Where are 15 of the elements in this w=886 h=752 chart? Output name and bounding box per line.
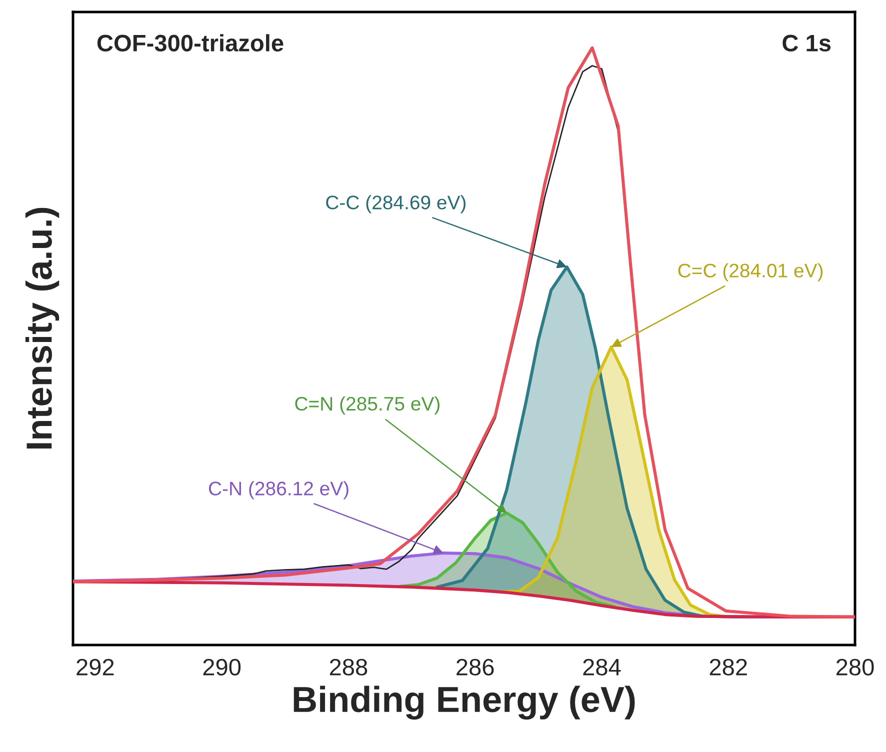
x-axis-title: Binding Energy (eV) [294,686,635,720]
x-tick-label: 290 [203,658,241,676]
annotation: C=N (285.75 eV) [295,396,440,414]
x-tick-label: 286 [456,658,494,676]
annotation: COF-300-triazole [97,34,284,52]
annotation: C=C (284.01 eV) [678,263,823,282]
annotation: C-N (286.12 eV) [208,481,348,500]
y-axis-title: Intensity (a.u.) [25,208,60,448]
annotation: C 1s [782,34,831,52]
x-tick-label: 282 [710,658,747,676]
x-tick-label: 284 [583,658,621,676]
x-tick-label: 280 [836,658,874,676]
x-tick-label: 288 [330,658,368,676]
x-tick-label: 292 [76,658,114,676]
annotation: C-C (284.69 eV) [326,195,466,214]
